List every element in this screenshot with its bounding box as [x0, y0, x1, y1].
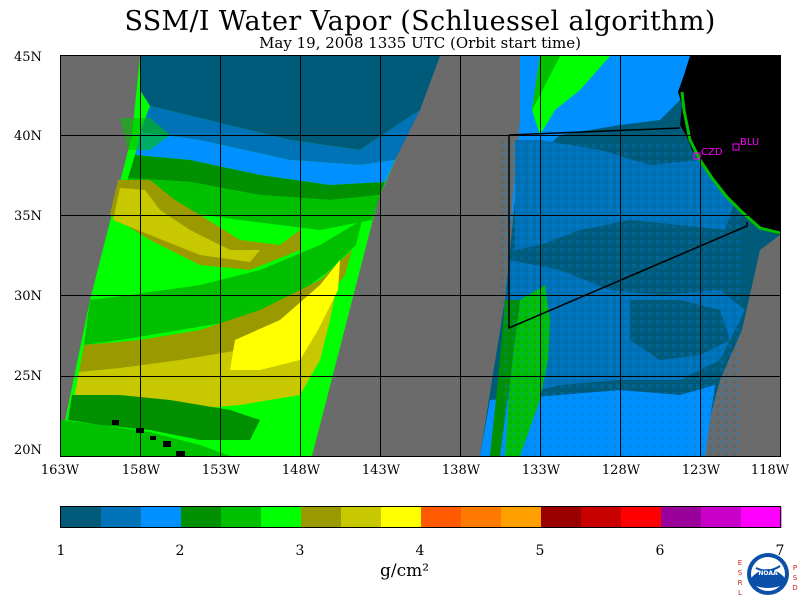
lat-label-45n: 45N — [14, 50, 42, 65]
logo-letter-s: S — [737, 569, 743, 577]
lon-label-118w: 118W — [750, 463, 790, 478]
colorbar-unit-label: g/cm² — [380, 561, 430, 581]
lon-label-133w: 133W — [521, 463, 561, 478]
plot-frame — [60, 55, 781, 457]
logo-letter-r: R — [737, 579, 743, 587]
lon-label-148w: 148W — [281, 463, 321, 478]
colorbar-swatch — [341, 507, 382, 528]
colorbar-tick-5: 5 — [535, 543, 545, 559]
logo-letter-e: E — [737, 559, 743, 567]
site-label-czd: CZD — [701, 147, 723, 158]
colorbar-tick-7: 7 — [775, 543, 785, 559]
map-title: SSM/I Water Vapor (Schluessel algorithm) — [124, 6, 716, 37]
colorbar-swatch — [661, 507, 702, 528]
lat-lon-grid — [61, 56, 780, 456]
lon-label-143w: 143W — [361, 463, 401, 478]
analysis-box-outline — [508, 135, 748, 330]
colorbar-swatch — [421, 507, 462, 528]
colorbar-swatch — [141, 507, 182, 528]
site-label-blu: BLU — [740, 137, 760, 148]
colorbar-swatch — [541, 507, 582, 528]
logo-letter-p: P — [792, 564, 798, 572]
colorbar-swatch — [261, 507, 302, 528]
coastline-land — [678, 56, 780, 235]
site-marker-czd — [693, 152, 701, 160]
logo-letter-l: L — [738, 589, 742, 597]
colorbar-swatch — [621, 507, 662, 528]
lon-label-158w: 158W — [121, 463, 161, 478]
noaa-logo — [747, 553, 789, 595]
colorbar-swatch — [381, 507, 422, 528]
lat-label-20n: 20N — [14, 443, 42, 458]
lon-label-123w: 123W — [681, 463, 721, 478]
colorbar-swatch — [461, 507, 502, 528]
logo-letter-d: D — [792, 584, 798, 592]
colorbar-swatch — [501, 507, 542, 528]
lat-label-30n: 30N — [14, 289, 42, 304]
colorbar-swatch — [221, 507, 262, 528]
lat-label-35n: 35N — [14, 209, 42, 224]
lat-label-40n: 40N — [14, 129, 42, 144]
colorbar-swatch — [181, 507, 222, 528]
lat-label-25n: 25N — [14, 369, 42, 384]
colorbar-swatch — [701, 507, 742, 528]
logo-letter-s2: S — [792, 574, 798, 582]
colorbar-tick-2: 2 — [175, 543, 185, 559]
map-subtitle: May 19, 2008 1335 UTC (Orbit start time) — [259, 34, 581, 52]
colorbar-tick-4: 4 — [415, 543, 425, 559]
lon-label-163w: 163W — [40, 463, 80, 478]
colorbar-swatch — [101, 507, 142, 528]
colorbar-swatch — [581, 507, 622, 528]
colorbar-tick-1: 1 — [56, 543, 66, 559]
colorbar — [61, 507, 782, 528]
colorbar-tick-6: 6 — [655, 543, 665, 559]
lon-label-138w: 138W — [441, 463, 481, 478]
colorbar-frame — [60, 506, 781, 528]
colorbar-swatch — [61, 507, 102, 528]
left-swath — [61, 56, 440, 456]
colorbar-swatch — [301, 507, 342, 528]
lon-label-128w: 128W — [601, 463, 641, 478]
site-marker-blu — [732, 143, 740, 151]
logo-psd-letters: P S D — [791, 563, 799, 593]
colorbar-tick-3: 3 — [295, 543, 305, 559]
lon-label-153w: 153W — [201, 463, 241, 478]
logo-emblem-text: NOAA — [758, 570, 778, 577]
colorbar-swatch — [741, 507, 782, 528]
logo-esrl-letters: E S R L — [736, 558, 744, 598]
